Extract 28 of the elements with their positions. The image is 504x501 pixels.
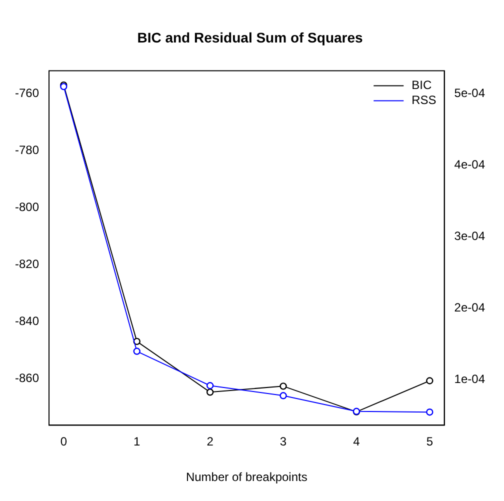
y2-tick-label: 3e-04 bbox=[454, 229, 486, 244]
y-tick-label: -800 bbox=[14, 200, 40, 214]
x-tick-label: 4 bbox=[353, 434, 360, 449]
y-tick-label: -860 bbox=[14, 370, 40, 385]
y2-tick-label: 2e-04 bbox=[454, 300, 486, 315]
y-tick-label: -820 bbox=[14, 256, 40, 271]
y-tick-label: -780 bbox=[14, 142, 40, 157]
legend-label: RSS bbox=[412, 93, 436, 108]
x-tick-label: 3 bbox=[280, 434, 287, 449]
x-tick-label: 5 bbox=[426, 434, 434, 449]
y2-tick-label: 1e-04 bbox=[454, 372, 486, 386]
point bbox=[206, 388, 214, 396]
chart-title: BIC and Residual Sum of Squares bbox=[137, 29, 364, 46]
x-tick-label: 1 bbox=[134, 434, 141, 449]
x-tick-label: 2 bbox=[206, 434, 214, 449]
point bbox=[280, 392, 287, 400]
point bbox=[133, 348, 140, 355]
point bbox=[280, 382, 287, 390]
point bbox=[426, 408, 434, 416]
legend-label: BIC bbox=[412, 78, 432, 92]
x-tick-label: 0 bbox=[60, 434, 68, 449]
y-tick-label: -760 bbox=[14, 86, 40, 100]
y2-tick-label: 5e-04 bbox=[454, 86, 486, 100]
x-axis-title: Number of breakpoints bbox=[186, 470, 308, 484]
point bbox=[426, 377, 434, 384]
point bbox=[206, 382, 214, 390]
y2-tick-label: 4e-04 bbox=[454, 158, 486, 172]
y-tick-label: -840 bbox=[14, 314, 40, 328]
